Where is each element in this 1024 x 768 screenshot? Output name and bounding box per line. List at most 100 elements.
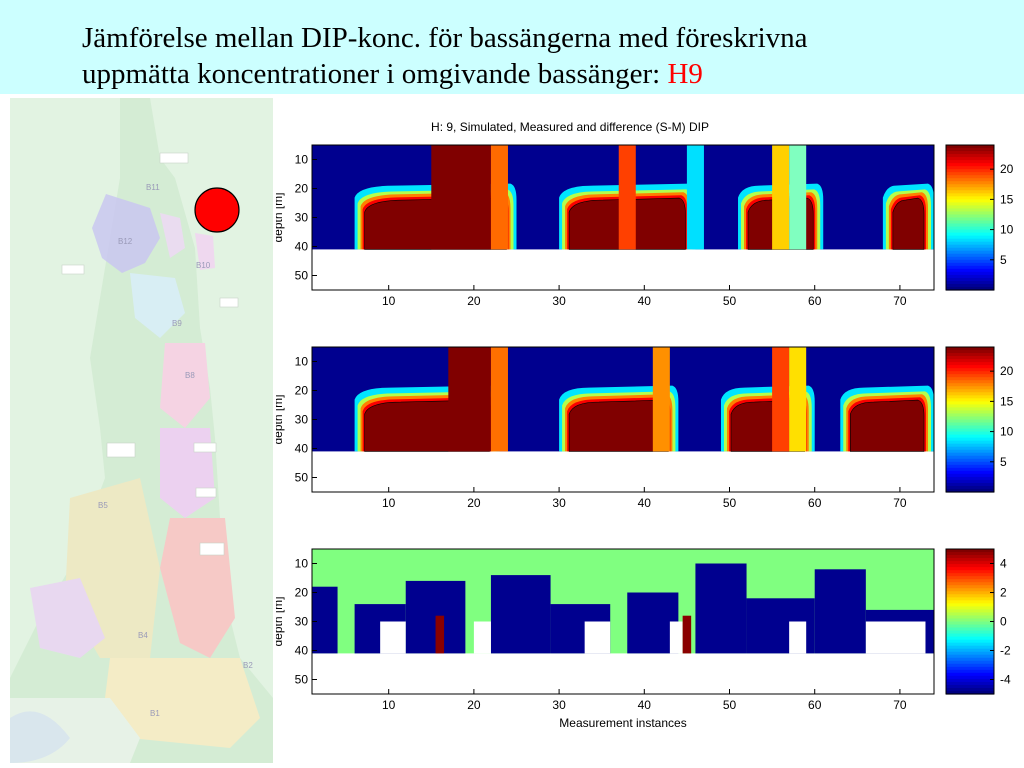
colorbar-segment [946, 458, 994, 463]
colorbar-segment [946, 235, 994, 240]
title-band [0, 0, 1024, 94]
colorbar-segment [946, 422, 994, 427]
colorbar-segment [946, 190, 994, 194]
colorbar-segment [946, 552, 994, 556]
colorbar-segment [946, 262, 994, 267]
colorbar-segment [946, 283, 994, 288]
colorbar-segment [946, 600, 994, 604]
colorbar-segment [946, 627, 994, 632]
colorbar-segment [946, 570, 994, 574]
y-tick-label: 10 [295, 557, 309, 571]
colorbar-segment [946, 356, 994, 360]
colorbar-segment [946, 582, 994, 586]
colorbar-segment [946, 561, 994, 565]
colorbar-segment [946, 618, 994, 623]
colorbar-tick-label: 20 [1000, 162, 1014, 176]
colorbar-segment [946, 485, 994, 490]
colorbar-segment [946, 347, 994, 351]
colorbar-segment [946, 657, 994, 662]
colorbar-segment [946, 645, 994, 650]
colorbar-segment [946, 467, 994, 472]
colorbar-segment [946, 193, 994, 197]
basin-label: B4 [138, 631, 148, 640]
negative-difference-region [490, 575, 551, 654]
colorbar-segment [946, 612, 994, 617]
colorbar-segment [946, 573, 994, 577]
basin-label: B8 [185, 371, 195, 380]
colorbar-tick-label: 10 [1000, 425, 1014, 439]
colorbar-segment [946, 407, 994, 412]
no-data-region [865, 621, 926, 654]
colorbar-segment [946, 280, 994, 285]
x-tick-label: 10 [382, 698, 396, 712]
colorbar-tick-label: 2 [1000, 586, 1007, 600]
colorbar-segment [946, 380, 994, 384]
contour-column [490, 145, 508, 250]
y-tick-label: 40 [295, 442, 309, 456]
colorbar-segment [946, 678, 994, 683]
y-tick-label: 40 [295, 240, 309, 254]
colorbar-segment [946, 663, 994, 668]
no-data-region [789, 621, 807, 654]
colorbar-segment [946, 256, 994, 261]
colorbar-segment [946, 259, 994, 264]
y-tick-label: 20 [295, 182, 309, 196]
basin-label: B9 [172, 319, 182, 328]
y-tick-label: 40 [295, 644, 309, 658]
colorbar-segment [946, 241, 994, 246]
colorbar-segment [946, 437, 994, 442]
colorbar-segment [946, 687, 994, 692]
contour-region [849, 399, 925, 452]
y-tick-label: 50 [295, 673, 309, 687]
y-tick-label: 30 [295, 615, 309, 629]
colorbar-segment [946, 648, 994, 653]
x-tick-label: 60 [808, 698, 822, 712]
colorbar-segment [946, 175, 994, 179]
colorbar-segment [946, 549, 994, 553]
contour-column [772, 347, 790, 452]
colorbar-segment [946, 564, 994, 568]
colorbar-tick-label: 4 [1000, 557, 1007, 571]
colorbar-segment [946, 202, 994, 207]
colorbar-segment [946, 395, 994, 399]
y-tick-label: 20 [295, 586, 309, 600]
y-tick-label: 50 [295, 471, 309, 485]
colorbar-segment [946, 211, 994, 216]
colorbar-segment [946, 672, 994, 677]
colorbar-segment [946, 449, 994, 454]
x-axis-label: Measurement instances [559, 716, 686, 730]
y-tick-label: 30 [295, 413, 309, 427]
contour-column [652, 347, 670, 452]
x-tick-label: 50 [723, 496, 737, 510]
basin-label: B11 [146, 183, 160, 192]
x-tick-label: 70 [893, 698, 907, 712]
colorbar-segment [946, 286, 994, 291]
colorbar-segment [946, 452, 994, 457]
colorbar-tick-label: 20 [1000, 364, 1014, 378]
basin-map-drawing: B12 B11 B10 B9 B8 B5 B4 B2 B1 [10, 98, 273, 763]
x-tick-label: 70 [893, 294, 907, 308]
slide-title: Jämförelse mellan DIP-konc. för bassänge… [82, 20, 1012, 92]
colorbar-segment [946, 238, 994, 243]
colorbar-segment [946, 392, 994, 396]
colorbar-segment [946, 588, 994, 592]
colorbar-segment [946, 368, 994, 372]
x-tick-label: 40 [638, 294, 652, 308]
colorbar-segment [946, 660, 994, 665]
colorbar-segment [946, 223, 994, 228]
positive-difference-spot [682, 615, 692, 654]
chart-panel: 10 20 30 40 50 60 70 10 20 30 40 50 depth [m] 5 10 15 20 [271, 346, 1014, 510]
no-data-region [473, 621, 491, 654]
colorbar-segment [946, 145, 994, 149]
contour-column [789, 145, 807, 250]
colorbar-frame [945, 144, 995, 291]
colorbar-segment [946, 398, 994, 402]
dip-charts: H: 9, Simulated, Measured and difference… [271, 120, 1014, 730]
colorbar-segment [946, 639, 994, 644]
colorbar-segment [946, 597, 994, 601]
colorbar-segment [946, 654, 994, 659]
x-tick-label: 30 [552, 496, 566, 510]
basin-label: B5 [98, 501, 108, 510]
x-tick-label: 60 [808, 496, 822, 510]
colorbar-tick-label: -4 [1000, 673, 1011, 687]
